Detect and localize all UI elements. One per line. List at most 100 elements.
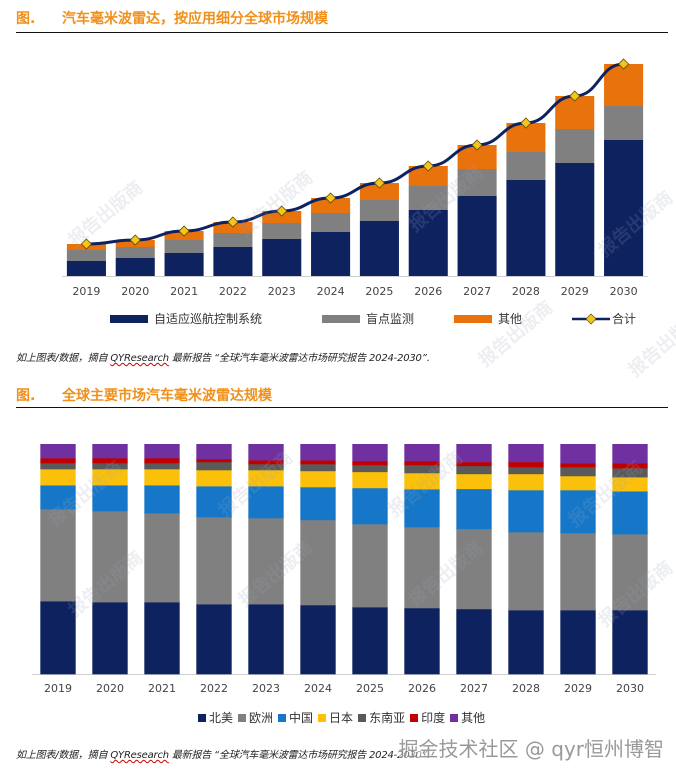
chart1-bar-acc-2026 <box>408 210 448 276</box>
chart1-bar-bsm-2022 <box>213 233 253 247</box>
chart2-legend-item: 印度 <box>410 709 445 726</box>
chart1-bar-other-2030 <box>604 64 644 106</box>
chart2-bar-eu-2019 <box>40 509 76 602</box>
chart2-bar-other-2020 <box>92 444 128 459</box>
chart2-bar-cn-2023 <box>248 486 284 519</box>
legend-swatch <box>278 713 287 722</box>
caption1-brand: QYResearch <box>110 353 169 364</box>
legend-label: 其他 <box>461 711 486 725</box>
chart2-bar-na-2021 <box>144 602 180 675</box>
chart1-bar-bsm-2019 <box>66 250 106 261</box>
chart2-bar-eu-2027 <box>456 528 492 610</box>
chart1-bar-acc-2020 <box>115 258 155 276</box>
chart2-bar-in-2024 <box>300 460 336 465</box>
chart2-legend: 北美 欧洲 中国 日本 东南亚 印度 其他 <box>198 709 490 726</box>
chart2-x-tick-label: 2019 <box>44 682 72 695</box>
chart1-bar-other-2024 <box>311 198 351 213</box>
chart2-bar-eu-2024 <box>300 519 336 606</box>
chart1-total-marker-2024 <box>325 192 337 204</box>
caption1-prefix: 如上图表/数据，摘自 <box>16 353 111 364</box>
chart2-bar-eu-2030 <box>612 534 648 611</box>
chart2-x-tick-label: 2029 <box>564 682 592 695</box>
legend-label: 北美 <box>209 711 234 725</box>
figure1-title: 图. 汽车毫米波雷达，按应用细分全球市场规模 <box>16 8 328 28</box>
chart2-bar-other-2026 <box>404 444 440 462</box>
chart2-bar-in-2022 <box>196 458 232 463</box>
figure2-rule <box>16 407 668 408</box>
chart2-bar-other-2023 <box>248 444 284 461</box>
chart2-x-tick-label: 2027 <box>460 682 488 695</box>
chart2-legend-item: 中国 <box>278 709 313 726</box>
chart1-bar-bsm-2027 <box>457 169 497 196</box>
chart2-bar-sea-2030 <box>612 468 648 478</box>
chart1-x-tick-label: 2028 <box>512 285 540 298</box>
legend-swatch <box>318 713 327 722</box>
chart1-x-tick-label: 2023 <box>268 285 296 298</box>
chart1-x-tick-label: 2030 <box>610 285 638 298</box>
chart2-bar-na-2022 <box>196 604 232 675</box>
chart1-bar-bsm-2024 <box>311 213 351 232</box>
chart2-legend-item: 欧洲 <box>238 709 273 726</box>
chart2-bar-jp-2025 <box>352 471 388 489</box>
chart2-bar-cn-2027 <box>456 488 492 530</box>
chart1-total-marker-2027 <box>471 139 483 151</box>
chart1-x-tick-label: 2019 <box>72 285 100 298</box>
chart2-bar-jp-2021 <box>144 469 180 486</box>
footer-watermark: 掘金技术社区 @ qyr恒州博智 <box>398 733 664 762</box>
legend-label: 盲点监测 <box>366 312 415 326</box>
chart1-total-marker-2028 <box>520 117 532 129</box>
chart2-bar-cn-2020 <box>92 485 128 512</box>
chart1-bar-acc-2030 <box>604 140 644 276</box>
legend-swatch <box>450 713 459 722</box>
chart2-bar-jp-2020 <box>92 469 128 486</box>
legend-swatch <box>198 713 206 722</box>
figure1-rule <box>16 32 668 33</box>
chart1-legend: 自适应巡航控制系统 盲点监测 其他 合计 <box>110 310 666 327</box>
chart2-bar-sea-2026 <box>404 464 440 474</box>
chart1-total-marker-2019 <box>80 238 92 250</box>
chart2-bar-eu-2023 <box>248 518 284 605</box>
figure1-title-text: 汽车毫米波雷达，按应用细分全球市场规模 <box>62 11 328 27</box>
chart2-bar-sea-2027 <box>456 465 492 475</box>
chart2-bar-in-2021 <box>144 458 180 464</box>
chart2-bar-na-2026 <box>404 607 440 675</box>
chart2-legend-item: 北美 <box>198 709 233 726</box>
chart1-bar-bsm-2021 <box>164 240 204 253</box>
legend-label: 日本 <box>329 711 354 725</box>
chart2-bar-jp-2028 <box>508 473 544 491</box>
chart1-bar-other-2023 <box>262 211 302 223</box>
chart1-legend-item: 自适应巡航控制系统 <box>110 310 262 327</box>
chart2-bar-eu-2028 <box>508 532 544 611</box>
chart1-bar-acc-2028 <box>506 180 546 276</box>
figure2-title-text: 全球主要市场汽车毫米波雷达规模 <box>62 388 272 404</box>
chart2-bar-sea-2019 <box>40 463 76 470</box>
figure2-title: 图. 全球主要市场汽车毫米波雷达规模 <box>16 385 272 405</box>
chart1-bar-other-2026 <box>408 166 448 186</box>
chart1-total-marker-2021 <box>178 225 190 237</box>
chart1-x-tick-label: 2029 <box>561 285 589 298</box>
legend-swatch <box>238 713 247 722</box>
chart2-bar-in-2023 <box>248 460 284 465</box>
caption2-prefix: 如上图表/数据，摘自 <box>16 750 111 761</box>
chart1-x-tick-label: 2025 <box>365 285 393 298</box>
caption1-suffix: 最新报告 “全球汽车毫米波雷达市场研究报告 2024-2030”. <box>168 353 430 364</box>
legend-swatch <box>110 314 148 323</box>
chart1-bar-acc-2023 <box>262 239 302 276</box>
legend-label: 印度 <box>421 711 446 725</box>
chart2-bar-in-2027 <box>456 461 492 467</box>
chart2-bar-other-2028 <box>508 444 544 463</box>
chart2-bar-na-2027 <box>456 608 492 675</box>
chart2-bar-eu-2021 <box>144 513 180 603</box>
chart1-bar-acc-2021 <box>164 253 204 276</box>
chart2-bar-sea-2025 <box>352 464 388 473</box>
chart1-bar-acc-2022 <box>213 247 253 276</box>
chart2-bar-eu-2022 <box>196 517 232 605</box>
chart2-bar-cn-2024 <box>300 487 336 521</box>
chart2-bar-eu-2026 <box>404 527 440 609</box>
chart2-x-tick-label: 2030 <box>616 682 644 695</box>
chart2-bar-jp-2024 <box>300 470 336 488</box>
chart1-x-tick-label: 2021 <box>170 285 198 298</box>
chart2-bar-sea-2023 <box>248 464 284 471</box>
chart1-bar-bsm-2030 <box>604 106 644 140</box>
caption2-suffix: 最新报告 “全球汽车毫米波雷达市场研究报告 2024-2030”. <box>168 750 430 761</box>
